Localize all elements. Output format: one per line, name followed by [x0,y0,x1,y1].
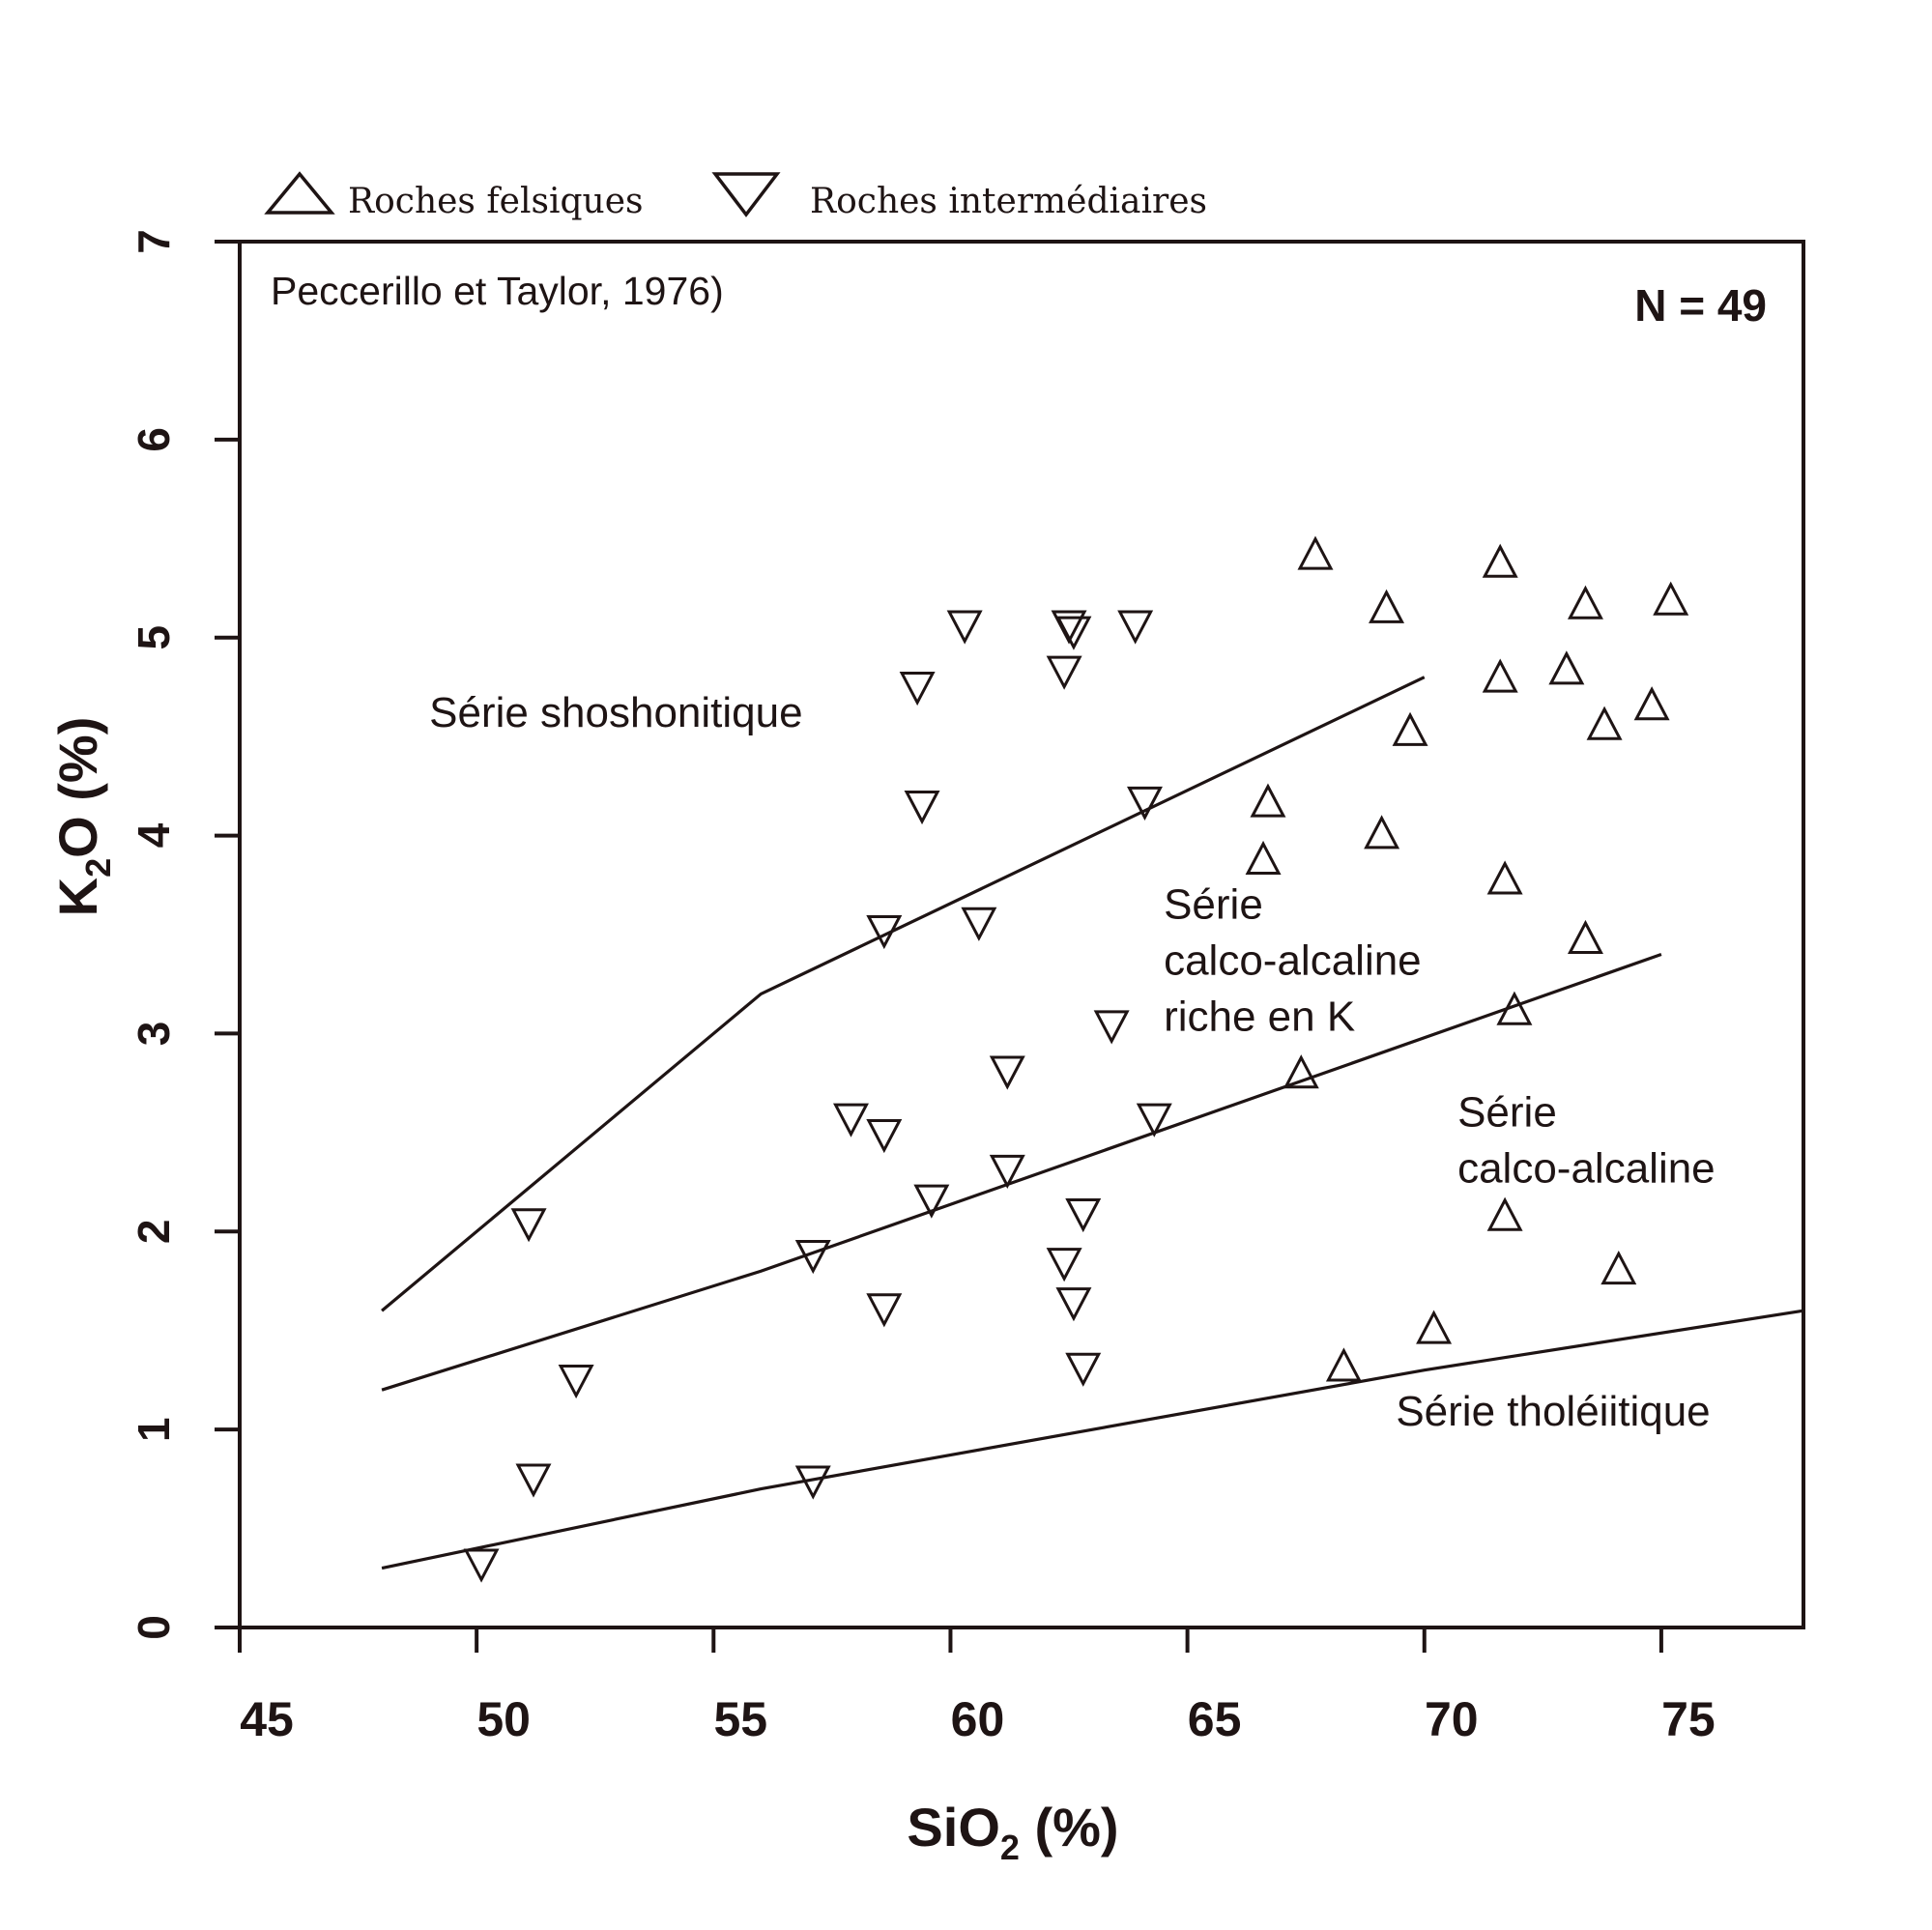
intermediate-point [1093,1010,1130,1045]
legend-triangle-down-marker [711,172,781,217]
felsic-point [1567,585,1603,619]
intermediate-point [913,1184,950,1219]
intermediate-point [989,1055,1025,1090]
boundary-line [381,676,1426,1312]
felsic-point [1600,1250,1637,1285]
felsic-point [1325,1347,1362,1382]
y-tick-label: 6 [129,427,179,452]
y-tick-label: 2 [129,1219,179,1244]
felsic-point [1245,840,1282,876]
intermediate-point [510,1208,547,1243]
intermediate-point [1136,1103,1172,1138]
field-label: Série shoshonitique [429,689,802,736]
x-axis-ticks: 45 50 55 60 65 70 75 [238,1628,1716,1746]
y-tick-label: 1 [129,1417,179,1442]
intermediate-point [866,915,903,950]
intermediate-point [866,1119,903,1154]
felsic-point [1567,919,1603,954]
legend-triangle-up-marker [264,171,335,215]
x-tick-label: 75 [1661,1692,1716,1746]
intermediate-point [961,907,997,941]
boundary-line [381,1309,1804,1570]
intermediate-point [1055,1287,1092,1322]
field-label: Série tholéiitique [1396,1388,1710,1435]
source-note: Peccerillo et Taylor, 1976) [271,269,724,313]
intermediate-point [1046,1248,1082,1282]
intermediate-point [1117,610,1154,645]
field-label-line: riche en K [1164,994,1355,1041]
series-boundary-lines [381,676,1804,1570]
x-tick-label: 65 [1188,1692,1242,1746]
field-label-line: calco-alcaline [1164,937,1422,985]
felsic-point [1633,686,1670,721]
x-tick-label: 45 [240,1692,294,1746]
y-tick-label: 3 [129,1022,179,1047]
felsic-point [1364,815,1400,850]
intermediate-point [1065,1352,1102,1387]
felsic-point [1653,581,1689,616]
y-axis-title-unit: O (%) [47,717,108,858]
x-tick-label: 60 [951,1692,1005,1746]
y-axis-ticks: 0 1 2 3 4 5 6 7 [129,229,240,1640]
intermediate-point [904,790,940,825]
intermediate-point [1126,786,1163,821]
intermediate-point [1065,1197,1102,1233]
felsic-point [1416,1310,1453,1344]
data-points [463,535,1689,1583]
felsic-point [1486,860,1523,895]
felsic-point [1586,706,1623,740]
intermediate-point [558,1365,594,1399]
field-label-line: Série [1164,881,1263,929]
intermediate-point [899,672,936,706]
x-tick-label: 55 [713,1692,767,1746]
x-axis-title-main: SiO [907,1797,999,1858]
x-tick-label: 70 [1425,1692,1479,1746]
field-label-line: Série [1457,1089,1557,1137]
x-tick-label: 50 [476,1692,531,1746]
legend: Roches felsiques Roches intermédiaires [264,171,1207,221]
y-tick-label: 7 [129,229,179,254]
felsic-point [1482,658,1518,693]
intermediate-point [946,610,983,645]
y-axis-title-subscript: 2 [78,858,118,878]
field-label-line: Série shoshonitique [429,689,802,736]
felsic-point [1369,589,1405,623]
legend-label-intermediate: Roches intermédiaires [810,182,1207,221]
intermediate-point [1055,616,1092,650]
field-labels: Série shoshonitique Série calco-alcaline ri… [429,689,1716,1435]
field-label: Série calco-alcaline [1457,1089,1716,1193]
intermediate-point [833,1103,869,1138]
boundary-line [381,952,1662,1392]
y-axis-title-main: K [47,878,108,916]
x-axis-title-subscript: 2 [1000,1828,1020,1867]
felsic-point [1250,783,1286,818]
felsic-point [1392,711,1428,746]
felsic-point [1283,1054,1319,1089]
intermediate-point [866,1293,903,1328]
y-axis-title: K2O (%) [47,717,118,917]
intermediate-point [1046,655,1082,690]
plot-frame [238,240,1805,1629]
sample-count: N = 49 [1634,280,1767,331]
field-label-line: calco-alcaline [1457,1145,1716,1193]
felsic-point [1486,1196,1523,1231]
y-tick-label: 4 [129,822,179,848]
intermediate-point [989,1154,1025,1190]
y-tick-label: 5 [129,625,179,650]
x-axis-title: SiO2 (%) [907,1797,1118,1867]
legend-label-felsic: Roches felsiques [348,182,644,221]
y-tick-label: 0 [129,1615,179,1640]
felsic-point [1297,535,1334,570]
intermediate-point [515,1463,552,1498]
felsic-point [1496,991,1533,1025]
felsic-point [1548,650,1585,685]
intermediate-point [463,1548,500,1583]
field-label: Série calco-alcaline riche en K [1164,881,1422,1041]
intermediate-point [794,1465,831,1500]
x-axis-title-unit: (%) [1020,1797,1119,1858]
field-label-line: Série tholéiitique [1396,1388,1710,1435]
felsic-point [1482,543,1518,578]
intermediate-point [794,1239,831,1275]
